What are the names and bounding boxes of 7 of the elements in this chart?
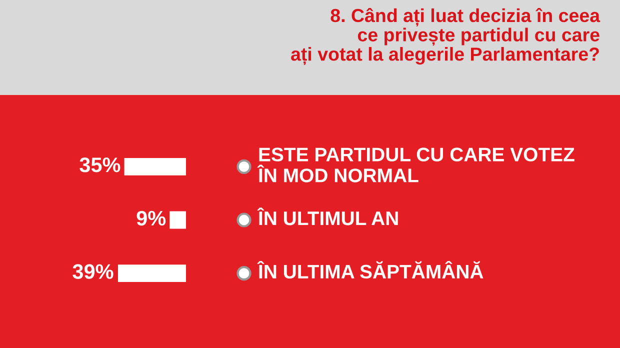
data-label: 35% bbox=[80, 158, 120, 172]
data-label: 9% bbox=[136, 210, 166, 226]
y-tick-label: ÎN ULTIMUL AN bbox=[257, 208, 398, 226]
y-tick-label: ESTE PARTIDUL CU CARE VOTEZ ÎN MOD NORMAL bbox=[257, 148, 574, 182]
text: 8. Când ați luat decizia în ceea ce privește partidul cu care ați votat la alegerile Parlamentare? bbox=[291, 8, 600, 65]
y-tick-label: ÎN ULTIMA SĂPTĂMÂNĂ bbox=[257, 260, 484, 279]
data-label: 39% bbox=[72, 264, 114, 279]
